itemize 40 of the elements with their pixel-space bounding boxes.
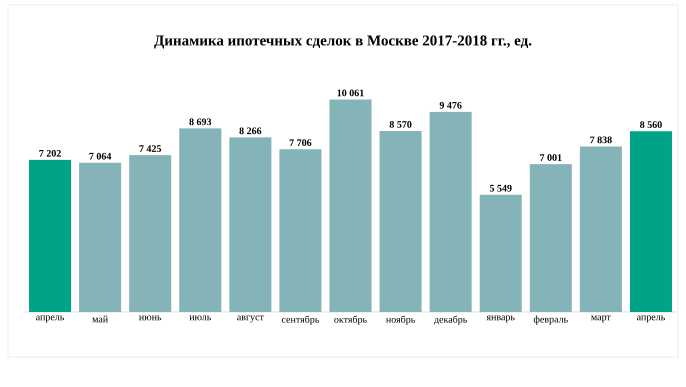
data-label: 7 838	[590, 136, 612, 144]
bar	[179, 128, 222, 312]
bar	[229, 137, 272, 312]
data-label: 10 061	[338, 90, 364, 96]
bar	[79, 162, 122, 312]
data-label: 7 202	[39, 150, 61, 157]
chart-title: Динамика ипотечных сделок в Москве 2017-2018 гг., ед.	[154, 35, 532, 49]
data-label: 5 549	[490, 184, 512, 192]
bar	[430, 112, 472, 312]
x-tick-label: март	[591, 316, 611, 322]
x-tick-label: январь	[486, 316, 515, 322]
x-tick-label: май	[92, 316, 108, 322]
x-tick-label: июнь	[139, 316, 162, 320]
data-label: 9 476	[440, 102, 462, 109]
data-label: 8 560	[640, 121, 662, 128]
data-label: 8 266	[239, 127, 262, 134]
bar	[279, 149, 322, 312]
bar	[329, 99, 372, 312]
x-tick-label: апрель	[636, 316, 665, 322]
bar	[580, 146, 622, 312]
bar	[630, 131, 672, 312]
bar	[129, 155, 172, 312]
bar	[29, 160, 72, 312]
data-label: 8 693	[189, 118, 212, 126]
bar	[480, 194, 522, 312]
x-tick-label: декабрь	[434, 316, 468, 325]
bar	[380, 130, 422, 312]
x-tick-label: февраль	[534, 316, 568, 325]
x-tick-label: октябрь	[334, 316, 367, 325]
bar	[530, 164, 572, 312]
x-tick-label: август	[237, 316, 264, 322]
x-tick-label: сентябрь	[282, 316, 320, 325]
data-label: 7 064	[89, 152, 112, 160]
data-label: 7 425	[140, 145, 162, 152]
data-label: 8 570	[390, 121, 412, 128]
x-tick-label: июль	[189, 316, 212, 320]
data-label: 7 001	[540, 154, 562, 161]
x-tick-label: апрель	[36, 316, 64, 322]
data-label: 7 706	[290, 139, 312, 146]
x-tick-label: ноябрь	[386, 316, 415, 325]
